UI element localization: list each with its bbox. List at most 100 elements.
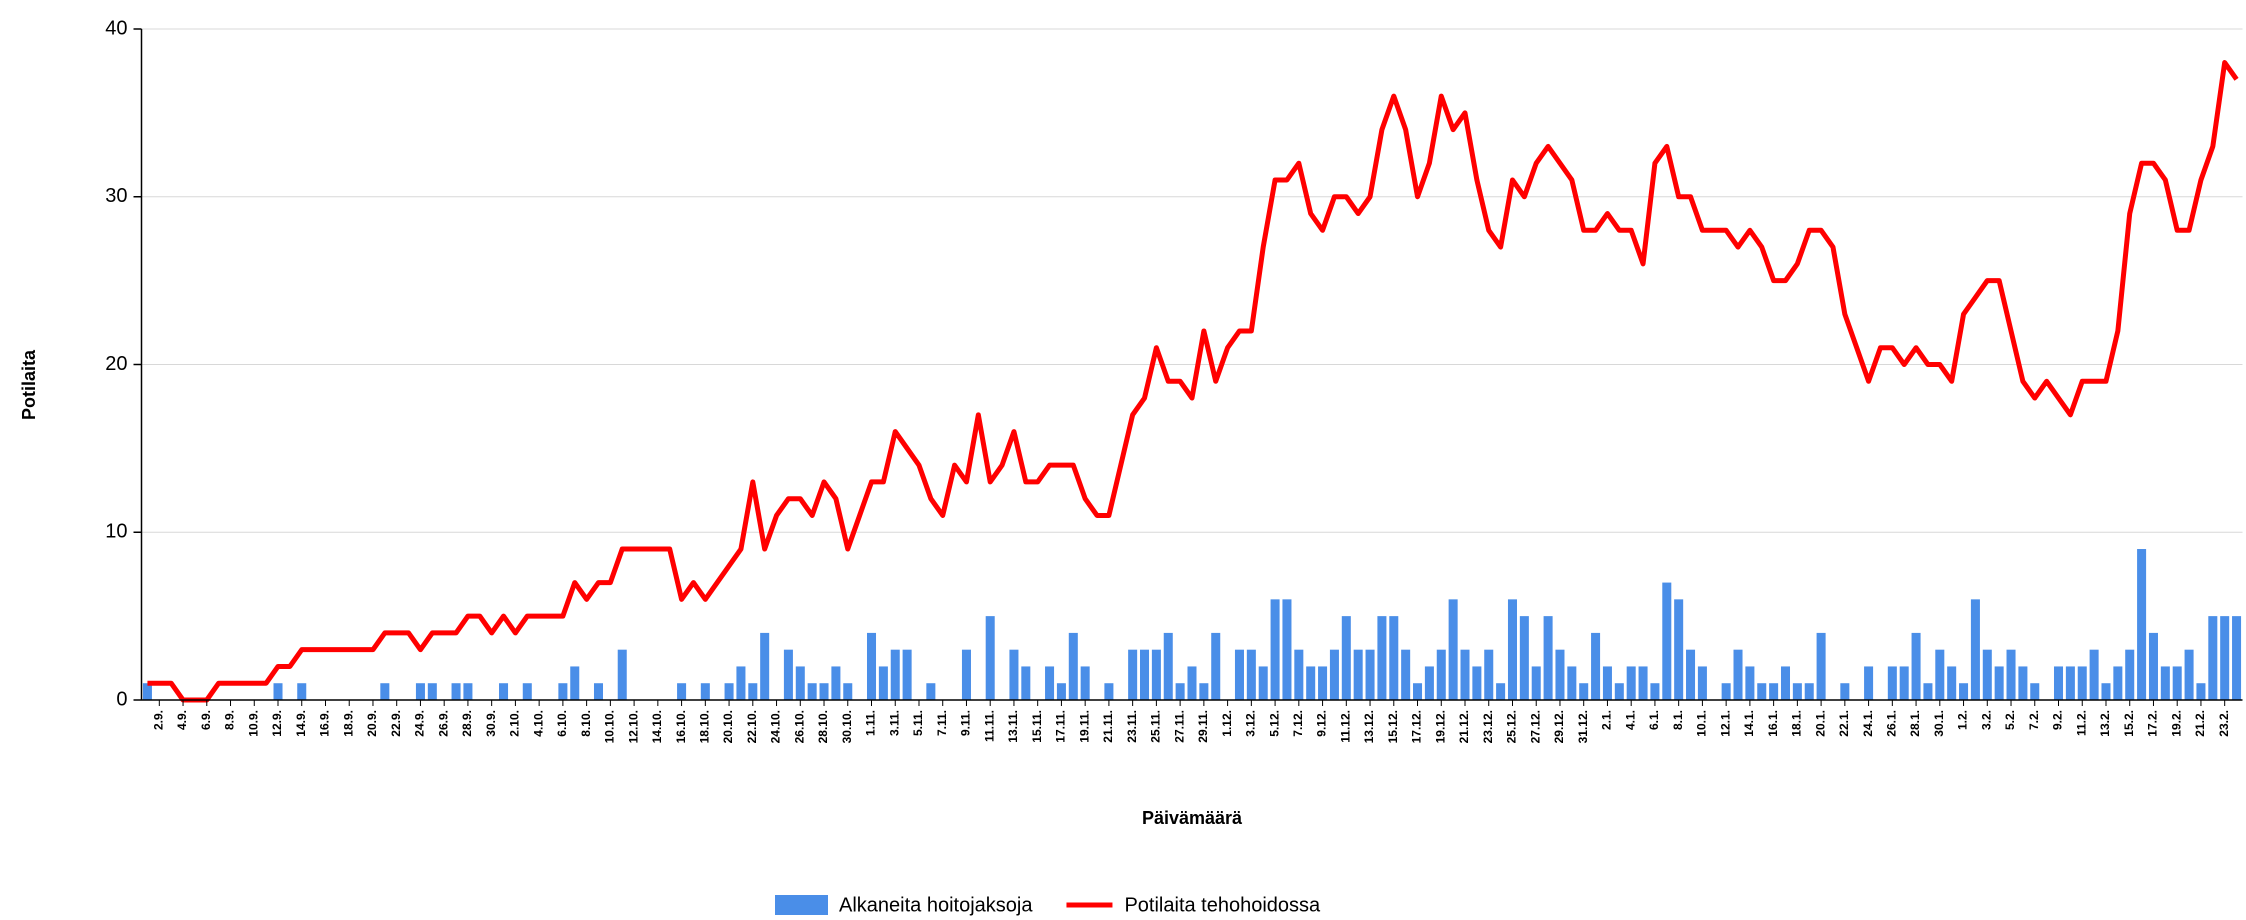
x-tick-label: 20.9. — [365, 710, 379, 737]
bar — [878, 666, 888, 700]
x-tick-label: 14.1. — [1742, 710, 1756, 737]
bar — [1151, 649, 1161, 700]
bar — [760, 632, 770, 700]
bar — [1507, 599, 1517, 700]
bar — [2220, 616, 2230, 700]
bar — [2077, 666, 2087, 700]
x-tick-label: 9.2. — [2051, 710, 2065, 730]
x-tick-label: 12.10. — [626, 710, 640, 743]
bar — [1329, 649, 1339, 700]
x-tick-label: 16.1. — [1766, 710, 1780, 737]
bar — [2101, 683, 2111, 700]
bar — [1045, 666, 1055, 700]
x-tick-label: 28.10. — [816, 710, 830, 743]
bar — [1591, 632, 1601, 700]
bar — [2053, 666, 2064, 700]
x-tick-label: 26.9. — [436, 710, 450, 737]
x-tick-label: 10.10. — [603, 710, 617, 743]
y-tick-label: 30 — [105, 185, 127, 207]
bar — [2018, 666, 2028, 700]
bar — [1555, 649, 1565, 700]
x-tick-label: 23.12. — [1481, 710, 1495, 743]
x-tick-label: 17.12. — [1410, 710, 1424, 743]
bar — [1733, 649, 1743, 700]
x-tick-label: 13.11. — [1006, 710, 1020, 743]
x-tick-label: 28.9. — [460, 710, 474, 737]
bar — [142, 683, 152, 700]
bar — [1614, 683, 1624, 700]
bar — [415, 683, 425, 700]
bar — [1662, 582, 1672, 700]
bar — [819, 683, 829, 700]
bar — [1579, 683, 1589, 700]
bar — [1365, 649, 1375, 700]
x-tick-label: 22.1. — [1837, 710, 1851, 737]
bar — [380, 683, 390, 700]
bar — [2184, 649, 2194, 700]
x-tick-label: 25.12. — [1505, 710, 1519, 743]
bar — [1234, 649, 1244, 700]
bar — [1068, 632, 1078, 700]
bar — [2065, 666, 2075, 700]
bar — [1686, 649, 1696, 700]
y-tick-label: 20 — [105, 353, 127, 375]
x-tick-label: 20.1. — [1813, 710, 1827, 737]
bar — [1377, 616, 1387, 700]
bar — [1424, 666, 1434, 700]
x-tick-label: 11.11. — [982, 710, 996, 742]
x-tick-label: 3.12. — [1244, 710, 1258, 737]
x-tick-label: 12.9. — [270, 710, 284, 737]
x-tick-label: 7.2. — [2027, 710, 2041, 730]
bar — [902, 649, 912, 700]
bar — [427, 683, 437, 700]
x-tick-label: 24.10. — [769, 710, 783, 743]
x-tick-label: 24.1. — [1861, 710, 1875, 737]
bar — [558, 683, 568, 700]
x-tick-label: 4.1. — [1623, 710, 1637, 730]
bar — [1804, 683, 1814, 700]
x-tick-label: 15.12. — [1386, 710, 1400, 743]
bar — [1650, 683, 1660, 700]
bar — [1436, 649, 1446, 700]
line — [147, 60, 2239, 703]
bar — [2172, 666, 2182, 700]
bar — [1009, 649, 1019, 700]
x-tick-label: 5.12. — [1267, 710, 1281, 737]
x-tick-label: 19.12. — [1433, 710, 1447, 743]
x-tick-label: 3.11. — [887, 710, 901, 736]
x-tick-label: 18.10. — [697, 710, 711, 743]
x-tick-label: 7.12. — [1291, 710, 1305, 737]
bar — [783, 649, 793, 700]
bar — [499, 683, 509, 700]
bar — [1769, 683, 1779, 700]
bar — [1187, 666, 1197, 700]
x-tick-label: 18.1. — [1790, 710, 1804, 737]
x-tick-label: 30.10. — [840, 710, 854, 743]
bar — [1258, 666, 1268, 700]
legend-swatch — [775, 895, 828, 915]
bar — [1674, 599, 1684, 700]
bar — [1199, 683, 1209, 700]
x-tick-label: 28.1. — [1908, 710, 1922, 737]
x-tick-label: 27.11. — [1172, 710, 1186, 743]
bar — [1270, 599, 1280, 700]
bar — [1982, 649, 1992, 700]
x-tick-label: 18.9. — [341, 710, 355, 737]
x-tick-label: 5.11. — [911, 710, 925, 736]
x-tick-label: 5.2. — [2003, 710, 2017, 730]
x-tick-label: 29.11. — [1196, 710, 1210, 743]
bar — [1840, 683, 1850, 700]
bar — [1959, 683, 1969, 700]
x-tick-label: 8.1. — [1671, 710, 1685, 730]
x-tick-label: 26.10. — [792, 710, 806, 743]
bar — [1923, 683, 1933, 700]
x-tick-label: 24.9. — [413, 710, 427, 737]
bar — [570, 666, 580, 700]
bar — [926, 683, 936, 700]
bar — [1413, 683, 1423, 700]
bar — [1401, 649, 1411, 700]
bar — [2137, 549, 2147, 700]
x-tick-label: 16.10. — [674, 710, 688, 743]
x-tick-label: 21.11. — [1101, 710, 1115, 743]
